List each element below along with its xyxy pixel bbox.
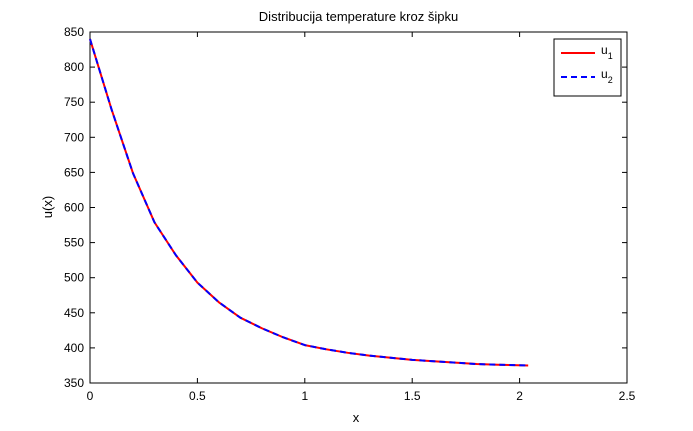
y-tick-label: 600 [64, 201, 84, 215]
x-axis-label: x [353, 410, 360, 425]
x-tick-label: 0 [87, 389, 94, 403]
legend-label-subscript: 1 [608, 51, 613, 61]
x-tick-label: 2 [516, 389, 523, 403]
y-axis-label: u(x) [40, 196, 55, 218]
y-tick-label: 500 [64, 271, 84, 285]
y-tick-label: 700 [64, 130, 84, 144]
legend-label-base: u [601, 43, 608, 57]
chart-title: Distribucija temperature kroz šipku [259, 9, 458, 24]
x-tick-label: 2.5 [619, 389, 636, 403]
x-tick-label: 1.5 [404, 389, 421, 403]
y-tick-label: 400 [64, 341, 84, 355]
y-tick-label: 850 [64, 25, 84, 39]
series-lines [89, 38, 529, 367]
y-tick-label: 650 [64, 165, 84, 179]
y-tick-label: 750 [64, 95, 84, 109]
legend-label-1: u1 [601, 43, 613, 61]
plot-area [89, 31, 628, 384]
y-tick-label: 800 [64, 60, 84, 74]
y-tick-label: 550 [64, 236, 84, 250]
legend-label-2: u2 [601, 67, 613, 85]
legend-label-subscript: 2 [608, 75, 613, 85]
y-tick-label: 350 [64, 376, 84, 390]
x-tick-label: 1 [301, 389, 308, 403]
legend-box [553, 38, 622, 97]
series-line-2 [89, 38, 529, 367]
axes-ticks: 0 0.5 1 1.5 2 2.5 350 400 450 500 550 600 650 700 750 8… [64, 25, 636, 403]
y-tick-label: 450 [64, 306, 84, 320]
x-tick-label: 0.5 [189, 389, 206, 403]
legend-label-base: u [601, 67, 608, 81]
